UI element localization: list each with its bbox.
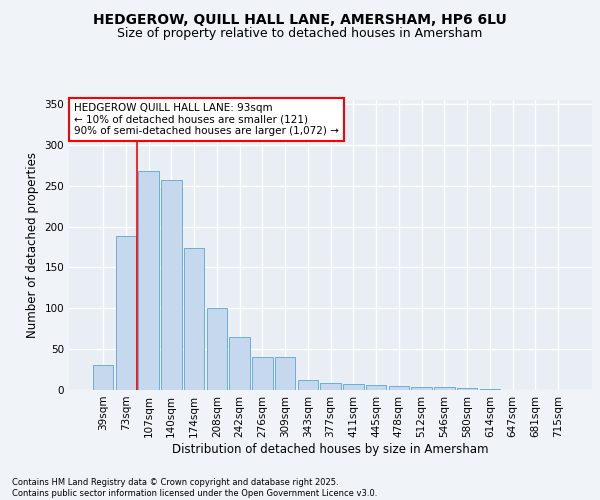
Text: Contains HM Land Registry data © Crown copyright and database right 2025.
Contai: Contains HM Land Registry data © Crown c…	[12, 478, 377, 498]
Bar	[298, 380, 318, 390]
Text: HEDGEROW QUILL HALL LANE: 93sqm
← 10% of detached houses are smaller (121)
90% o: HEDGEROW QUILL HALL LANE: 93sqm ← 10% of…	[74, 103, 339, 136]
Bar	[161, 180, 182, 390]
Text: HEDGEROW, QUILL HALL LANE, AMERSHAM, HP6 6LU: HEDGEROW, QUILL HALL LANE, AMERSHAM, HP6…	[93, 12, 507, 26]
Bar	[138, 171, 159, 390]
Bar	[457, 388, 478, 390]
Bar	[320, 382, 341, 390]
Bar	[93, 366, 113, 390]
Bar	[275, 358, 295, 390]
Bar	[389, 386, 409, 390]
Bar	[116, 236, 136, 390]
X-axis label: Distribution of detached houses by size in Amersham: Distribution of detached houses by size …	[172, 442, 489, 456]
Bar	[206, 308, 227, 390]
Bar	[366, 385, 386, 390]
Text: Size of property relative to detached houses in Amersham: Size of property relative to detached ho…	[118, 28, 482, 40]
Bar	[479, 389, 500, 390]
Bar	[184, 248, 204, 390]
Bar	[434, 386, 455, 390]
Bar	[412, 386, 432, 390]
Y-axis label: Number of detached properties: Number of detached properties	[26, 152, 39, 338]
Bar	[229, 337, 250, 390]
Bar	[343, 384, 364, 390]
Bar	[252, 356, 272, 390]
